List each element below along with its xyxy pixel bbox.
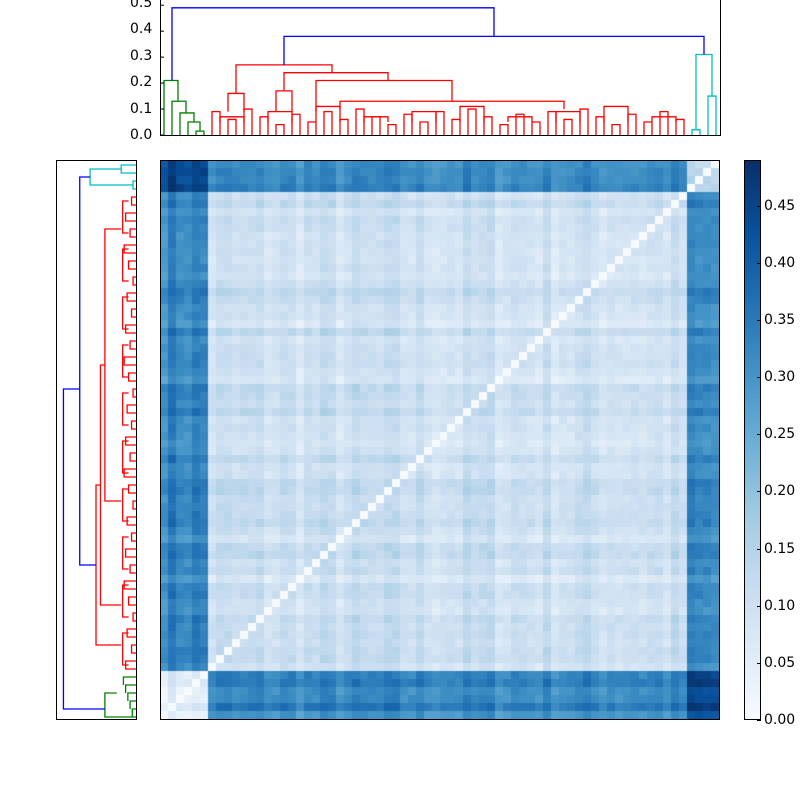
colorbar-tick-label: 0.15 — [764, 540, 796, 557]
y-tick-label: 0.3 — [130, 48, 153, 64]
y-tick-label: 0.4 — [130, 21, 153, 37]
colorbar-tick — [757, 320, 761, 321]
colorbar-tick — [757, 720, 761, 721]
y-tick-label: 0.2 — [130, 74, 153, 90]
colorbar-tick-label: 0.45 — [764, 197, 796, 214]
colorbar-tick — [757, 548, 761, 550]
colorbar-tick-label: 0.10 — [764, 597, 796, 614]
left-dendrogram-plot — [62, 164, 136, 718]
left-dendrogram — [56, 160, 137, 720]
colorbar-tick-label: 0.05 — [764, 654, 796, 671]
y-tick-label: 0.1 — [130, 101, 153, 117]
colorbar-tick — [757, 377, 761, 379]
colorbar-tick — [757, 605, 761, 607]
heatmap-canvas — [161, 161, 719, 719]
colorbar-tick — [757, 662, 761, 664]
colorbar-tick-label: 0.20 — [764, 483, 796, 500]
colorbar-tick-label: 0.35 — [764, 312, 796, 328]
colorbar-tick — [757, 205, 761, 207]
colorbar-tick-label: 0.25 — [764, 426, 796, 443]
y-tick-label: 0.5 — [130, 0, 153, 11]
colorbar-tick-label: 0.00 — [764, 712, 796, 728]
colorbar-gradient — [745, 161, 760, 719]
y-tick-label: 0.0 — [130, 127, 153, 143]
top-dendrogram-plot — [160, 4, 717, 136]
colorbar-tick — [757, 262, 761, 264]
colorbar-tick-label: 0.40 — [764, 254, 796, 271]
distance-heatmap — [160, 160, 720, 720]
top-dendrogram — [160, 0, 720, 136]
colorbar-tick — [757, 491, 761, 493]
colorbar-tick-label: 0.30 — [764, 369, 796, 386]
colorbar — [744, 160, 761, 720]
colorbar-tick — [757, 434, 761, 436]
